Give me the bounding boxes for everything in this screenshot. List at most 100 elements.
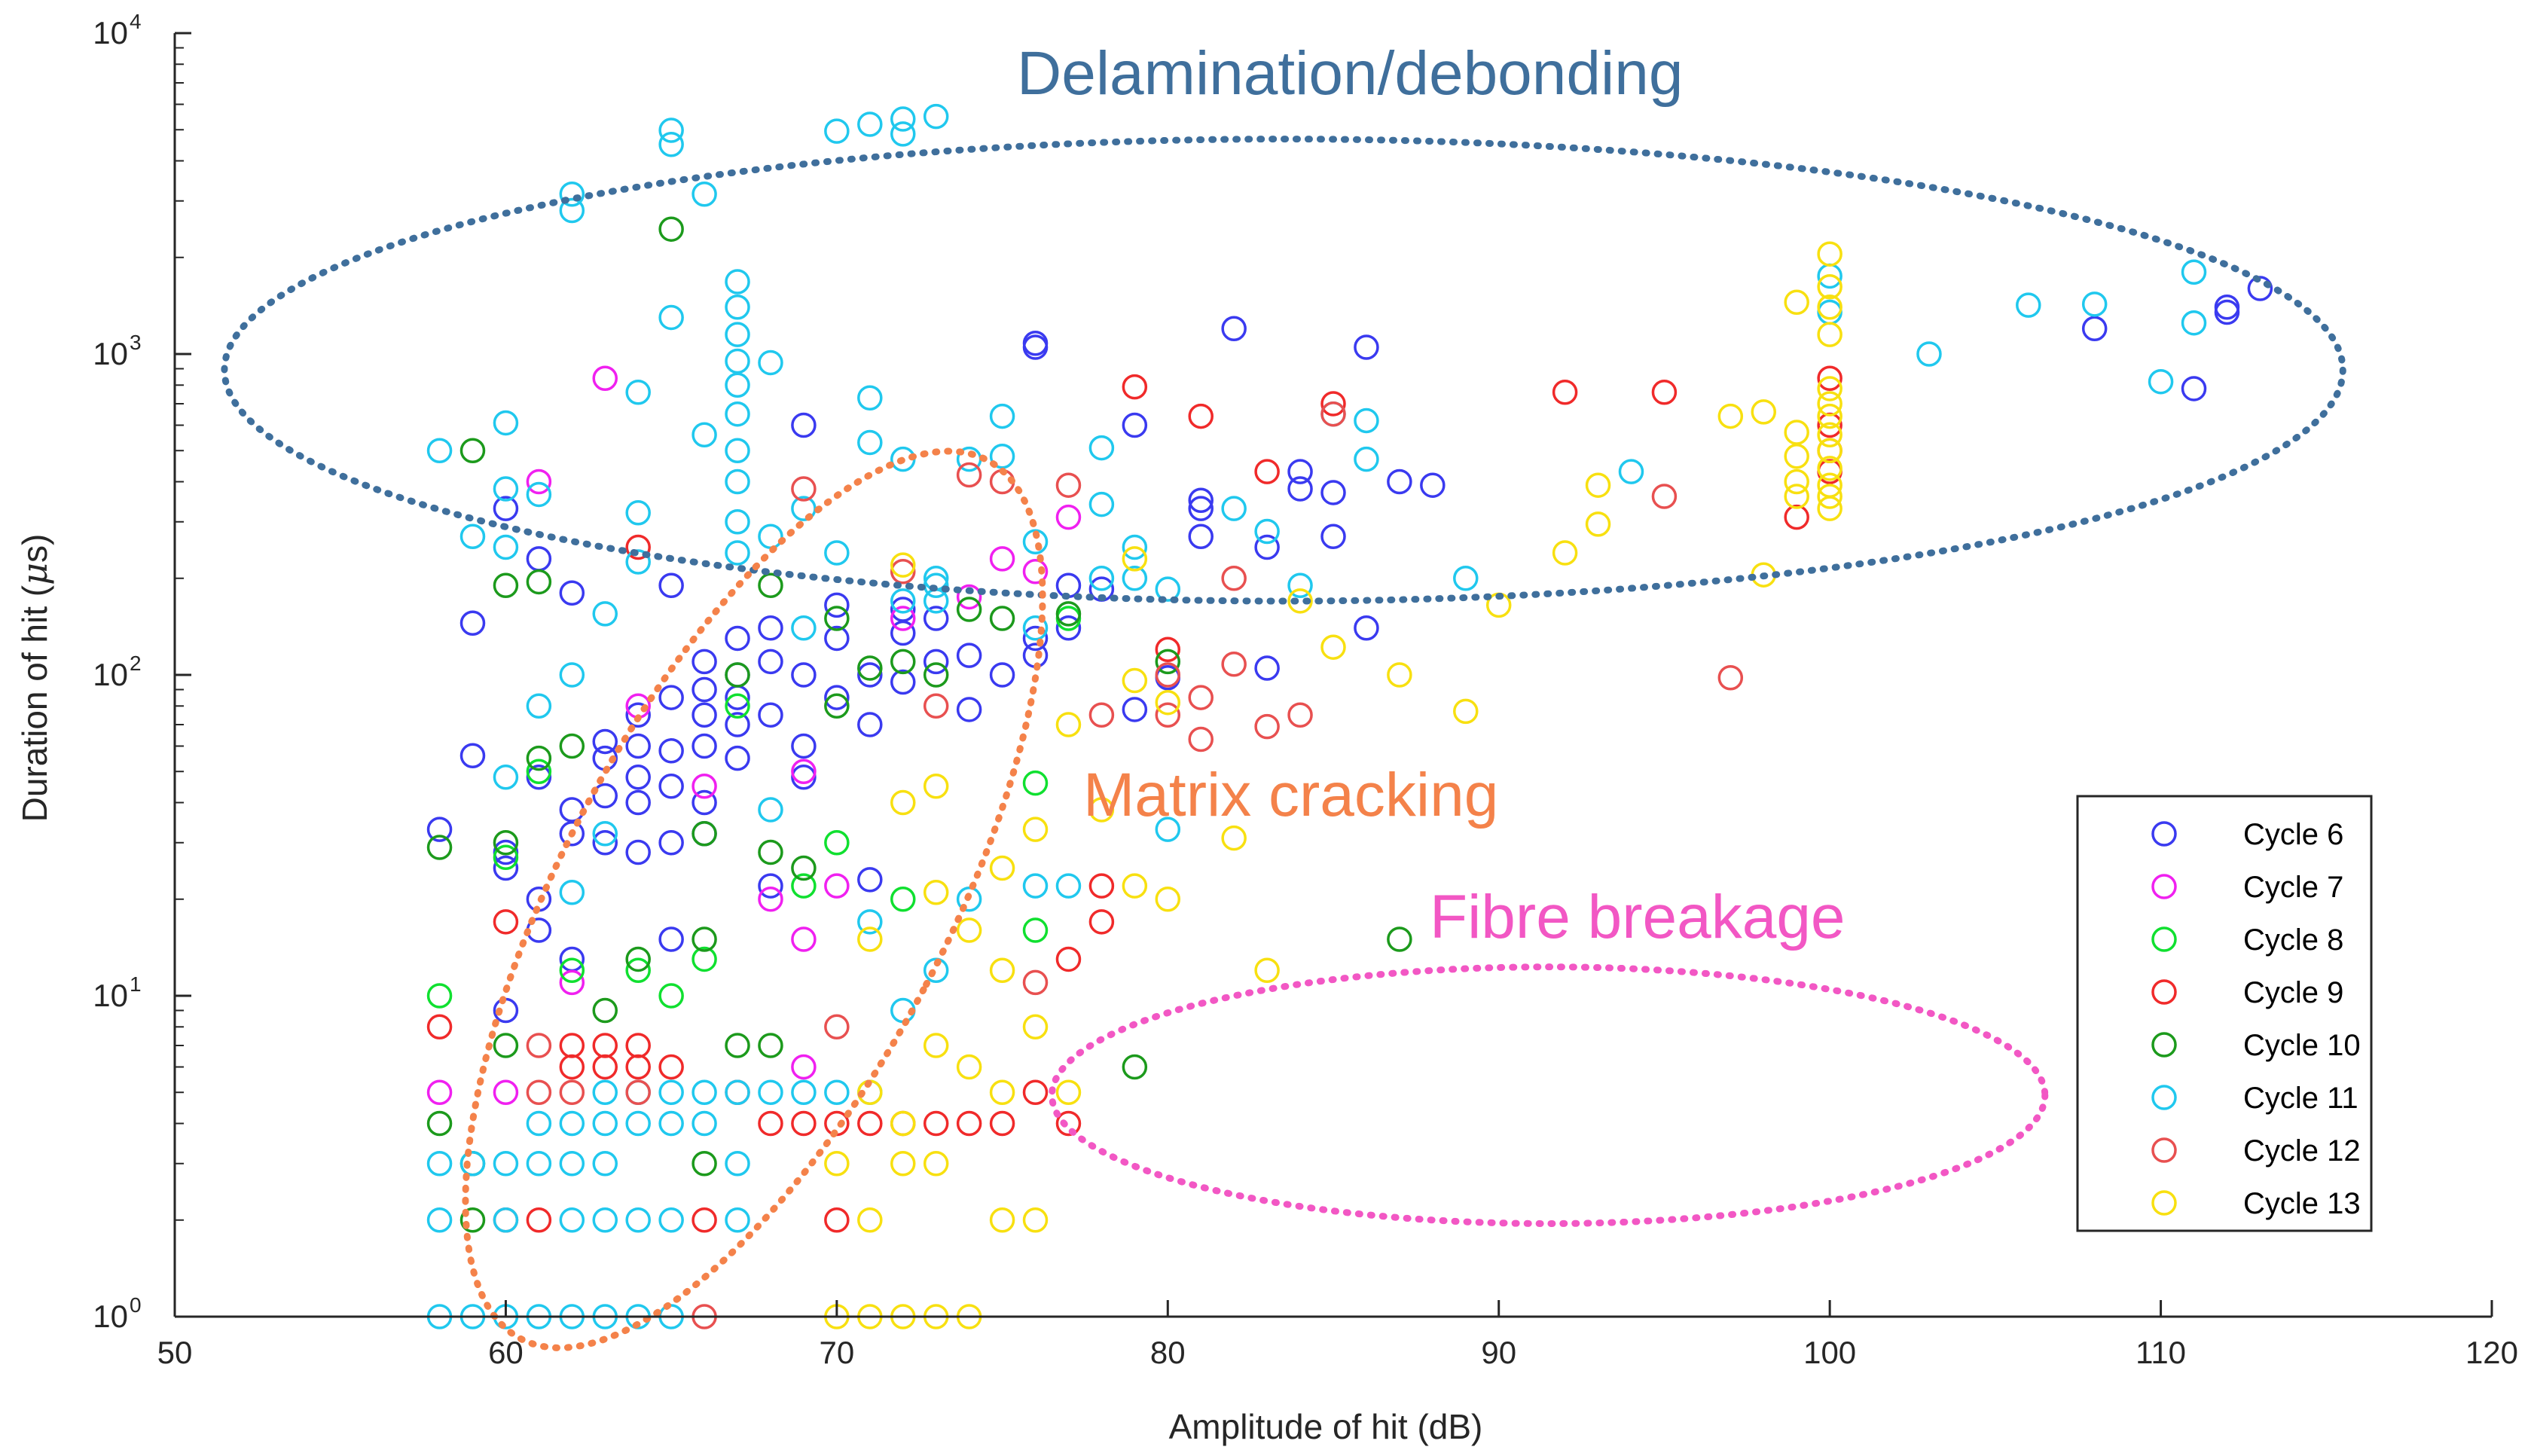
legend-label: Cycle 12: [2243, 1134, 2361, 1168]
data-point-cycle-13: [1122, 667, 1148, 694]
data-point-cycle-10: [625, 946, 651, 972]
legend-label: Cycle 11: [2243, 1082, 2358, 1115]
data-point-cycle-12: [890, 558, 916, 585]
data-point-cycle-11: [2181, 259, 2207, 285]
legend: Cycle 6 Cycle 7 Cycle 8 Cycle 9 Cycle 10 Cycl…: [2076, 795, 2373, 1232]
data-point-cycle-6: [625, 839, 651, 865]
data-point-cycle-9: [923, 1110, 949, 1137]
data-point-cycle-11: [1155, 817, 1181, 842]
data-point-cycle-6: [1354, 334, 1379, 360]
data-point-cycle-6: [459, 610, 486, 636]
data-point-cycle-6: [1254, 655, 1280, 681]
data-point-cycle-6: [923, 649, 949, 675]
data-point-cycle-13: [1817, 376, 1842, 401]
data-point-cycle-6: [1354, 615, 1379, 641]
data-point-cycle-11: [526, 481, 552, 508]
data-point-cycle-11: [1354, 446, 1379, 472]
data-point-cycle-13: [890, 1150, 916, 1177]
data-point-cycle-10: [824, 606, 850, 631]
data-point-cycle-7: [1055, 504, 1082, 530]
data-point-cycle-12: [1022, 969, 1049, 996]
data-point-cycle-6: [1287, 459, 1313, 484]
data-point-cycle-7: [791, 1054, 817, 1080]
data-point-cycle-13: [1817, 456, 1842, 481]
data-point-cycle-13: [1817, 422, 1842, 448]
data-point-cycle-6: [658, 685, 684, 710]
data-point-cycle-11: [725, 508, 750, 535]
data-point-cycle-6: [1022, 331, 1049, 356]
data-point-cycle-6: [592, 728, 618, 755]
data-point-cycle-9: [592, 1033, 618, 1058]
data-point-cycle-13: [1254, 957, 1280, 984]
x-tick-label: 70: [819, 1335, 854, 1370]
y-tick-exponent: 0: [130, 1293, 142, 1317]
data-point-cycle-10: [1055, 601, 1082, 627]
data-point-cycle-11: [857, 909, 883, 935]
data-point-cycle-13: [1155, 689, 1181, 716]
data-point-cycle-7: [691, 773, 717, 799]
data-point-cycle-9: [526, 1207, 552, 1233]
data-point-cycle-11: [1022, 529, 1049, 554]
data-point-cycle-6: [956, 697, 982, 722]
data-point-cycle-11: [824, 118, 850, 144]
data-point-cycle-11: [658, 1110, 684, 1137]
data-point-cycle-11: [559, 879, 585, 905]
data-point-cycle-13: [989, 957, 1015, 984]
data-point-cycle-11: [691, 1079, 717, 1105]
data-point-cycle-6: [824, 625, 850, 652]
data-point-cycle-6: [526, 765, 552, 790]
data-point-cycle-13: [1022, 1014, 1049, 1040]
data-point-cycle-8: [658, 983, 684, 1009]
data-point-cycle-8: [426, 983, 453, 1009]
data-point-cycle-11: [725, 401, 750, 427]
data-point-cycle-11: [625, 1110, 651, 1137]
data-point-cycle-13: [890, 789, 916, 816]
data-point-cycle-11: [725, 1079, 750, 1105]
data-point-cycle-13: [923, 1150, 949, 1177]
data-point-cycle-6: [857, 662, 883, 688]
data-point-cycle-13: [857, 926, 883, 952]
data-point-cycle-13: [1817, 294, 1842, 320]
data-point-cycle-11: [2181, 310, 2207, 336]
data-point-cycle-12: [791, 476, 817, 502]
data-point-cycle-11: [559, 197, 585, 224]
data-point-cycle-6: [758, 649, 783, 675]
data-point-cycle-11: [1287, 572, 1313, 599]
data-point-cycle-13: [1320, 634, 1346, 660]
data-point-cycle-6: [658, 829, 684, 856]
data-point-cycle-10: [857, 655, 883, 681]
y-axis-label-prefix: Duration of hit (: [15, 585, 54, 822]
y-tick-exponent: 2: [130, 652, 142, 675]
data-point-cycle-11: [725, 1150, 750, 1177]
data-point-cycle-13: [923, 1033, 949, 1058]
data-point-cycle-11: [526, 693, 552, 719]
x-tick-label: 50: [157, 1335, 193, 1370]
data-point-cycle-13: [989, 1207, 1015, 1233]
data-point-cycle-11: [426, 1207, 453, 1233]
data-point-cycle-13: [956, 1054, 982, 1080]
data-point-cycle-11: [758, 350, 783, 376]
data-point-cycle-11: [725, 540, 750, 566]
data-point-cycle-9: [1055, 946, 1082, 972]
data-point-cycle-11: [824, 1079, 850, 1105]
data-point-cycle-13: [1221, 825, 1247, 851]
data-point-cycle-12: [1055, 472, 1082, 498]
data-point-cycle-6: [1320, 523, 1346, 549]
data-point-cycle-13: [1784, 289, 1809, 316]
data-point-cycle-9: [1320, 391, 1346, 417]
data-point-cycle-12: [1221, 652, 1247, 677]
data-point-cycle-11: [824, 540, 850, 566]
data-point-cycle-11: [658, 304, 684, 331]
data-point-cycle-13: [1717, 403, 1744, 429]
data-point-cycle-13: [1585, 472, 1611, 498]
data-point-cycle-11: [1022, 615, 1049, 641]
data-point-cycle-11: [956, 887, 982, 912]
data-point-cycle-13: [989, 855, 1015, 881]
data-point-cycle-9: [625, 1033, 651, 1058]
data-point-cycle-7: [1022, 558, 1049, 585]
data-point-cycle-13: [1552, 540, 1578, 566]
data-point-cycle-6: [592, 783, 618, 809]
data-point-cycle-11: [625, 500, 651, 526]
data-point-cycle-6: [725, 712, 750, 737]
